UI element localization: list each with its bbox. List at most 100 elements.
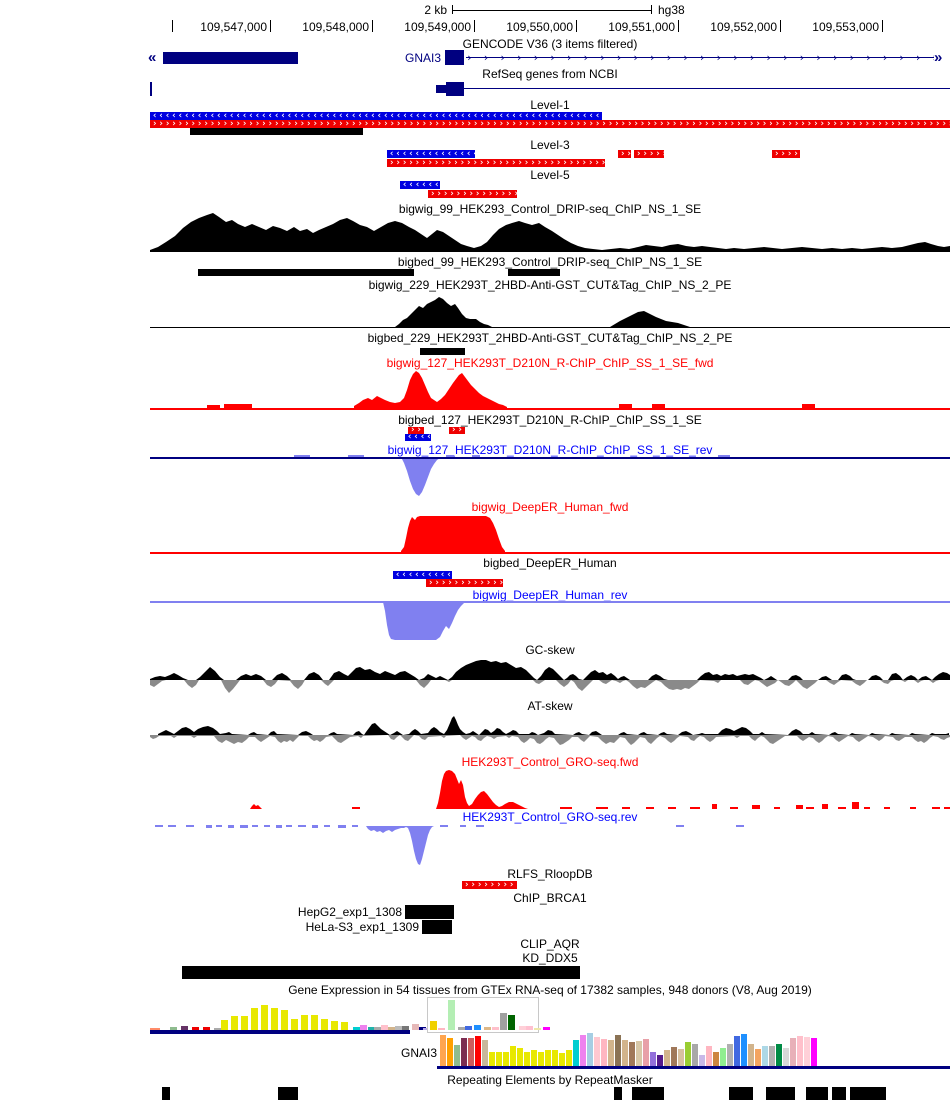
track-title-gencode[interactable]: GENCODE V36 (3 items filtered) (462, 37, 638, 51)
gro-rev-signal[interactable] (366, 826, 434, 865)
gtex-gene-expression-bar[interactable] (671, 1047, 677, 1066)
bed-feature[interactable] (560, 807, 572, 809)
gtex-gene-expression-bar[interactable] (790, 1038, 796, 1066)
bed-feature[interactable] (224, 404, 252, 408)
gtex-gene-expression-bar[interactable] (734, 1036, 740, 1066)
bed-feature[interactable]: ››››› (634, 150, 664, 158)
track-title-refseq[interactable]: RefSeq genes from NCBI (482, 67, 618, 81)
bed-feature[interactable] (168, 825, 176, 827)
gtex-gene-expression-bar[interactable] (531, 1050, 537, 1066)
bed-feature[interactable] (806, 807, 814, 809)
repeat-element-bar[interactable] (766, 1087, 795, 1100)
gtex-tissue-bar[interactable] (543, 1027, 550, 1030)
gtex-tissue-bar[interactable] (438, 1028, 445, 1030)
bed-feature[interactable] (446, 455, 454, 458)
gtex-gene-expression-bar[interactable] (475, 1036, 481, 1066)
gtex-gene-expression-bar[interactable] (580, 1035, 586, 1066)
bed-feature[interactable] (752, 805, 760, 809)
gtex-gene-expression-bar[interactable] (524, 1052, 530, 1066)
bed-feature[interactable] (207, 405, 220, 408)
bed-feature[interactable]: ›››››››››››››› (428, 190, 517, 198)
bed-feature[interactable]: ‹‹‹‹‹‹‹‹‹‹‹‹‹‹ (387, 150, 475, 158)
gtex-gene-expression-bar[interactable] (622, 1040, 628, 1066)
repeat-element-bar[interactable] (278, 1087, 298, 1100)
gtex-gene-expression-bar[interactable] (706, 1046, 712, 1066)
gtex-tissue-bar[interactable] (214, 1028, 221, 1030)
gtex-gene-expression-bar[interactable] (727, 1044, 733, 1066)
gro-fwd-signal[interactable] (250, 770, 528, 809)
gtex-gene-expression-bar[interactable] (587, 1033, 593, 1066)
bed-feature[interactable] (690, 807, 700, 809)
bed-feature[interactable] (324, 825, 330, 827)
gtex-gene-expression-bar[interactable] (678, 1049, 684, 1066)
track-title-deeper-fwd[interactable]: bigwig_DeepER_Human_fwd (471, 500, 629, 514)
gtex-tissue-bar[interactable] (412, 1024, 419, 1030)
bed-feature[interactable] (596, 807, 608, 809)
gtex-tissue-bar[interactable] (458, 1027, 465, 1030)
gencode-gene-label[interactable]: GNAI3 (404, 51, 441, 65)
track-title-level5[interactable]: Level-5 (530, 168, 570, 182)
gtex-tissue-bar[interactable] (402, 1026, 409, 1030)
gtex-tissue-bar[interactable] (251, 1008, 258, 1030)
gtex-tissue-bar[interactable] (484, 1027, 491, 1030)
gtex-gene-expression-bar[interactable] (748, 1044, 754, 1066)
bed-feature[interactable] (264, 825, 270, 827)
gtex-gene-expression-bar[interactable] (629, 1042, 635, 1066)
rchip-rev-signal[interactable] (401, 457, 440, 496)
gtex-gene-expression-bar[interactable] (811, 1038, 817, 1066)
bed-feature[interactable] (852, 802, 859, 809)
bed-feature[interactable] (252, 825, 258, 827)
track-title-bigwig127-fwd[interactable]: bigwig_127_HEK293T_D210N_R-ChIP_ChIP_SS_… (386, 356, 714, 370)
bed-feature[interactable] (622, 807, 630, 809)
gtex-gene-expression-bar[interactable] (797, 1036, 803, 1066)
gtex-gene-expression-bar[interactable] (657, 1055, 663, 1066)
track-title-kd-ddx5[interactable]: KD_DDX5 (522, 951, 578, 965)
gtex-tissue-bar[interactable] (170, 1027, 177, 1030)
bed-feature[interactable] (312, 825, 318, 828)
gtex-gene-expression-bar[interactable] (713, 1052, 719, 1066)
repeat-element-bar[interactable] (850, 1087, 886, 1100)
bed-feature[interactable] (216, 825, 222, 827)
gtex-gene-expression-bar[interactable] (783, 1048, 789, 1066)
bed-feature[interactable] (276, 825, 282, 828)
bed-feature[interactable] (822, 804, 828, 809)
track-title-bigwig229[interactable]: bigwig_229_HEK293T_2HBD-Anti-GST_CUT&Tag… (368, 278, 732, 292)
bed-feature[interactable] (155, 825, 163, 827)
gtex-gene-expression-bar[interactable] (538, 1052, 544, 1066)
bed-feature[interactable] (186, 825, 194, 827)
bed-feature[interactable] (652, 404, 665, 408)
track-title-repeatmasker[interactable]: Repeating Elements by RepeatMasker (447, 1073, 653, 1087)
gtex-tissue-bar[interactable] (311, 1015, 318, 1030)
bed-feature[interactable] (718, 455, 730, 458)
at-skew-pos[interactable] (158, 716, 949, 735)
at-skew-neg[interactable] (150, 735, 950, 745)
repeat-element-bar[interactable] (632, 1087, 664, 1100)
gtex-gene-expression-bar[interactable] (601, 1039, 607, 1066)
bed-feature[interactable]: ›››››››››››› (426, 579, 503, 587)
gtex-gene-expression-bar[interactable] (615, 1035, 621, 1066)
gtex-tissue-bar[interactable] (508, 1015, 515, 1030)
gtex-tissue-bar[interactable] (301, 1015, 308, 1030)
bed-feature[interactable] (298, 825, 306, 827)
repeat-element-bar[interactable] (162, 1087, 170, 1100)
bed-feature[interactable] (190, 128, 363, 135)
gtex-tissue-bar[interactable] (526, 1026, 533, 1030)
repeat-element-bar[interactable] (832, 1087, 846, 1100)
gtex-tissue-bar[interactable] (331, 1021, 338, 1030)
gtex-gene-expression-bar[interactable] (440, 1035, 446, 1066)
gc-skew-neg[interactable] (150, 680, 939, 693)
gtex-gene-expression-bar[interactable] (741, 1034, 747, 1066)
bed-feature[interactable] (838, 807, 846, 809)
brca1-row-label-hela[interactable]: HeLa-S3_exp1_1309 (305, 920, 419, 934)
bed-feature[interactable] (730, 807, 738, 809)
bed-feature[interactable] (460, 825, 466, 827)
gtex-gene-expression-bar[interactable] (692, 1044, 698, 1066)
bed-feature[interactable] (206, 825, 212, 828)
drip-seq-signal[interactable] (150, 213, 950, 252)
bed-feature[interactable] (932, 807, 940, 809)
gtex-gene-expression-bar[interactable] (552, 1050, 558, 1066)
gtex-tissue-bar[interactable] (291, 1019, 298, 1030)
bed-feature[interactable] (436, 85, 446, 93)
bed-feature[interactable] (420, 348, 465, 355)
gtex-tissue-bar[interactable] (448, 1000, 455, 1030)
